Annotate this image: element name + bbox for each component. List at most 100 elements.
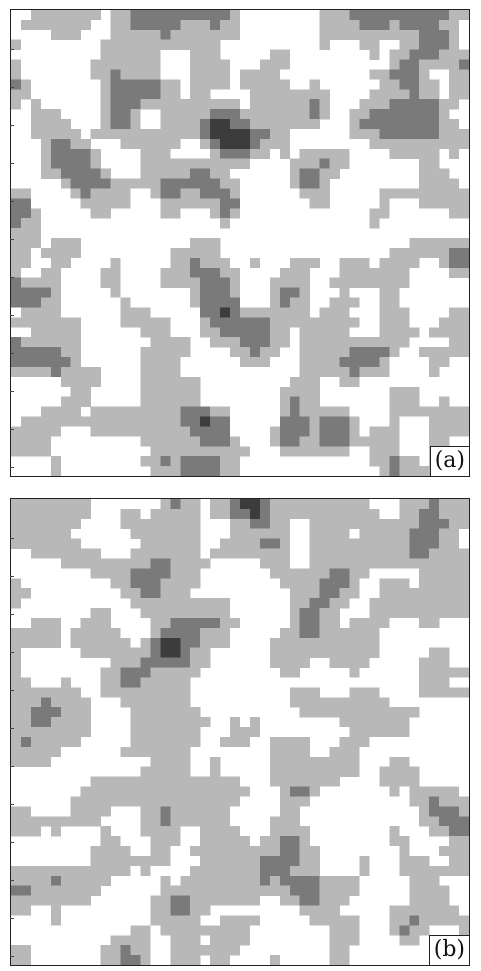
contour-cell-20 — [319, 10, 330, 21]
contour-cell-697 — [359, 277, 370, 288]
contour-cell-794 — [170, 786, 181, 797]
contour-cell-563 — [379, 198, 390, 209]
contour-cell-377 — [389, 128, 400, 140]
axis-tick-a-8 — [10, 353, 14, 354]
contour-cell-39 — [50, 508, 61, 520]
contour-cell-610 — [140, 707, 151, 718]
contour-cell-12 — [210, 499, 221, 510]
contour-cell-104 — [399, 518, 410, 529]
contour-cell-785 — [269, 317, 281, 328]
axis-tick-b-5 — [10, 728, 14, 729]
contour-cell-626 — [20, 257, 32, 268]
contour-cell-353 — [90, 128, 101, 140]
contour-cell-363 — [190, 128, 201, 140]
contour-cell-905 — [240, 357, 251, 368]
contour-cell-953 — [299, 376, 310, 387]
contour-cell-726 — [190, 297, 201, 308]
contour-cell-833 — [40, 337, 52, 348]
contour-cell-260 — [180, 568, 191, 579]
contour-cell-592 — [299, 697, 310, 708]
contour-cell-345 — [369, 598, 380, 609]
contour-cell-174 — [409, 538, 420, 549]
contour-cell-338 — [359, 119, 370, 130]
contour-cell-864 — [50, 816, 61, 827]
contour-cell-225 — [140, 558, 151, 569]
contour-cell-865 — [40, 347, 52, 358]
contour-cell-342 — [399, 119, 410, 130]
contour-cell-281 — [50, 109, 61, 120]
contour-cell-1084 — [160, 895, 171, 906]
contour-cell-469 — [100, 647, 111, 658]
contour-cell-498 — [150, 657, 161, 668]
contour-cell-1082 — [80, 895, 91, 906]
contour-cell-1169 — [130, 935, 141, 946]
contour-cell-386 — [100, 617, 111, 629]
contour-cell-576 — [210, 208, 221, 219]
contour-cell-402 — [359, 617, 370, 629]
contour-cell-317 — [100, 119, 111, 130]
contour-cell-1067 — [319, 885, 330, 896]
contour-cell-357 — [130, 128, 141, 140]
contour-cell-943 — [289, 846, 300, 857]
contour-cell-650 — [11, 267, 22, 278]
contour-cell-605 — [50, 707, 61, 718]
contour-cell-887 — [379, 347, 390, 358]
contour-cell-779 — [210, 317, 221, 328]
contour-cell-698 — [369, 277, 380, 288]
contour-cell-27 — [389, 10, 400, 21]
contour-cell-639 — [309, 257, 320, 268]
contour-cell-890 — [429, 347, 440, 358]
contour-cell-749 — [299, 766, 310, 777]
contour-cell-553 — [50, 687, 61, 698]
contour-cell-346 — [379, 598, 390, 609]
contour-cell-802 — [279, 786, 290, 797]
contour-cell-217 — [20, 89, 32, 100]
contour-cell-906 — [449, 826, 460, 837]
contour-cell-1041 — [210, 416, 221, 427]
contour-cell-108 — [180, 39, 191, 50]
contour-cell-415 — [40, 148, 52, 159]
contour-cell-928 — [140, 366, 151, 378]
contour-cell-1 — [20, 499, 32, 510]
contour-cell-1152 — [190, 456, 201, 467]
contour-cell-13 — [170, 10, 181, 21]
contour-cell-826 — [210, 796, 221, 807]
contour-cell-406 — [429, 617, 440, 629]
contour-cell-875 — [240, 347, 251, 358]
contour-cell-289 — [190, 109, 201, 120]
contour-cell-831 — [299, 796, 310, 807]
contour-cell-14 — [180, 10, 191, 21]
contour-cell-1042 — [11, 885, 22, 896]
contour-cell-690 — [190, 736, 201, 748]
contour-cell-577 — [220, 208, 231, 219]
contour-cell-192 — [190, 548, 201, 559]
contour-cell-478 — [190, 647, 201, 658]
contour-cell-984 — [309, 396, 320, 407]
contour-cell-1072 — [200, 426, 211, 437]
contour-cell-1025 — [220, 875, 231, 886]
contour-cell-534 — [299, 188, 310, 199]
contour-cell-503 — [180, 178, 191, 189]
contour-cell-1122 — [429, 905, 440, 916]
contour-cell-804 — [70, 327, 81, 338]
contour-cell-102 — [379, 518, 390, 529]
contour-cell-23 — [319, 499, 330, 510]
contour-cell-466 — [11, 647, 22, 658]
contour-cell-979 — [180, 396, 191, 407]
contour-cell-371 — [369, 608, 380, 619]
contour-cell-740 — [140, 766, 151, 777]
contour-cell-236 — [319, 558, 330, 569]
contour-cell-487 — [329, 168, 340, 179]
contour-cell-472 — [90, 168, 101, 179]
contour-cell-118 — [140, 528, 151, 539]
contour-cell-429 — [259, 148, 271, 159]
contour-cell-918 — [439, 357, 450, 368]
contour-cell-1168 — [190, 466, 201, 476]
contour-cell-416 — [110, 627, 121, 639]
contour-cell-815 — [100, 796, 111, 807]
contour-cell-119 — [439, 39, 450, 50]
contour-cell-557 — [200, 198, 211, 209]
contour-cell-532 — [220, 188, 231, 199]
contour-cell-425 — [220, 148, 231, 159]
contour-cell-883 — [439, 816, 450, 827]
